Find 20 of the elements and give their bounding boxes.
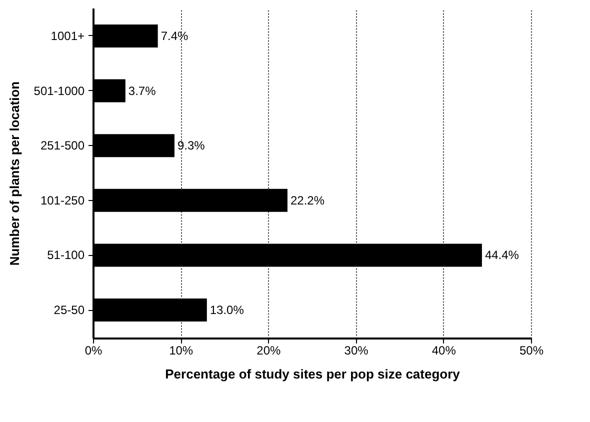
- y-tick-label: 101-250: [40, 193, 85, 208]
- x-tick-label: 0%: [84, 344, 102, 358]
- x-tick-label: 40%: [432, 344, 456, 358]
- x-axis-title: Percentage of study sites per pop size category: [165, 366, 461, 382]
- y-axis-title: Number of plants per location: [6, 81, 22, 266]
- y-tick-label: 501-1000: [34, 84, 85, 98]
- data-label: 13.0%: [210, 303, 244, 318]
- data-label: 3.7%: [128, 84, 156, 98]
- y-tick-label: 251-500: [40, 138, 85, 153]
- x-tick-label: 50%: [519, 344, 544, 358]
- x-tick-label: 20%: [256, 344, 282, 358]
- data-label: 22.2%: [290, 193, 325, 208]
- data-label: 7.4%: [160, 28, 189, 43]
- x-tick-label: 30%: [344, 344, 369, 358]
- x-tick-label: 10%: [169, 344, 194, 358]
- y-tick-label: 51-100: [47, 248, 85, 262]
- data-label: 9.3%: [177, 138, 206, 153]
- data-label: 44.4%: [484, 248, 520, 262]
- y-tick-label: 25-50: [54, 303, 85, 318]
- y-tick-label: 1001+: [50, 28, 84, 43]
